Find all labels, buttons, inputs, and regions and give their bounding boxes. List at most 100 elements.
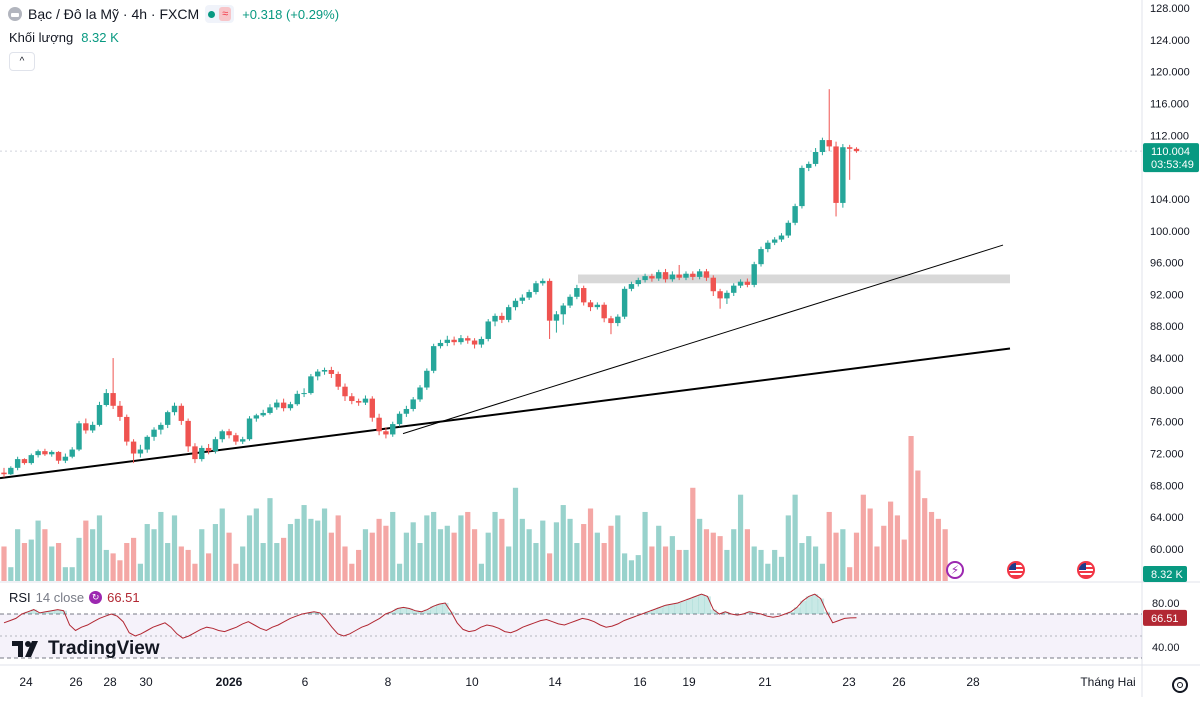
trendline-thin[interactable] (402, 244, 1004, 435)
candle-body (410, 399, 416, 409)
volume-bar (144, 524, 150, 581)
volume-bar (396, 563, 403, 581)
candle-body (744, 281, 751, 285)
volume-badge-label: 8.32 K (1151, 569, 1183, 581)
refresh-icon[interactable]: ↻ (89, 591, 103, 604)
price-tick-label: 120.000 (1150, 67, 1190, 79)
collapse-legend-button[interactable]: ^ (9, 52, 35, 71)
time-tick-label: 21 (758, 675, 772, 689)
candle-body (171, 405, 178, 413)
candle-body (642, 276, 648, 281)
volume-bar (233, 563, 239, 581)
price-tick-label: 72.000 (1150, 449, 1184, 461)
rsi-legend[interactable]: RSI 14 close ↻ 66.51 (9, 590, 140, 605)
price-tick-label: 96.000 (1150, 258, 1184, 270)
volume-bar (424, 515, 430, 581)
tradingview-logo-icon (12, 641, 38, 657)
candle-body (696, 271, 703, 277)
volume-bar (383, 525, 389, 581)
candle-body (246, 418, 253, 440)
candle-body (587, 302, 594, 308)
volume-bar (178, 546, 184, 581)
volume-bar (226, 532, 232, 581)
countdown-label: 03:53:49 (1151, 159, 1194, 171)
volume-bar (124, 543, 130, 581)
price-tick-label: 92.000 (1150, 289, 1184, 301)
volume-bar (710, 532, 716, 581)
candle-body (765, 242, 771, 250)
rsi-overbought-fill (752, 612, 759, 614)
volume-bar (110, 553, 116, 581)
price-tick-label: 80.000 (1150, 385, 1184, 397)
time-tick-label: 23 (842, 675, 856, 689)
volume-bar (881, 525, 887, 581)
trendline-thick[interactable] (0, 347, 1011, 480)
volume-bar (819, 563, 825, 581)
volume-bar (622, 553, 628, 581)
settings-gear-icon[interactable] (1172, 677, 1188, 693)
volume-bar (321, 508, 328, 581)
volume-bar (315, 520, 321, 581)
volume-bar (8, 567, 14, 581)
market-status[interactable]: ≈ (205, 5, 235, 23)
lightning-event-icon[interactable]: ⚡ (946, 561, 964, 579)
tradingview-brand[interactable]: TradingView (12, 638, 160, 660)
candle-body (130, 441, 137, 454)
resistance-zone[interactable] (578, 274, 1010, 284)
volume-bar (301, 505, 307, 581)
volume-bar (608, 525, 614, 581)
volume-bar (451, 532, 457, 581)
price-tick-label: 68.000 (1150, 480, 1184, 492)
rsi-pane[interactable] (0, 593, 1142, 659)
candle-body (205, 447, 212, 452)
symbol-title[interactable]: Bạc / Đô la Mỹ · 4h · FXCM (28, 6, 200, 22)
candle-body (703, 271, 710, 278)
volume-bar (55, 543, 62, 581)
candle-body (164, 412, 171, 425)
candle-body (471, 340, 478, 345)
trendline-layer[interactable] (0, 244, 1011, 480)
price-tick-label: 76.000 (1150, 417, 1184, 429)
volume-series (1, 436, 948, 581)
volume-bar (478, 563, 484, 581)
price-tick-label: 100.000 (1150, 226, 1190, 238)
candle-body (89, 424, 96, 431)
volume-bar (731, 529, 737, 581)
volume-bar (772, 549, 778, 581)
price-tick-label: 104.000 (1150, 194, 1190, 206)
volume-bar (458, 515, 464, 581)
us-flag-event-icon[interactable] (1007, 561, 1025, 579)
volume-bar (615, 515, 621, 581)
candle-series (1, 89, 860, 478)
candle-body (274, 402, 280, 408)
last-price-badge[interactable] (1143, 143, 1199, 173)
rsi-overbought-fill (400, 607, 407, 614)
candle-body (717, 291, 723, 299)
volume-legend[interactable]: Khối lượng 8.32 K (9, 30, 119, 45)
candle-body (806, 163, 812, 168)
volume-badge (1143, 566, 1187, 582)
volume-bar (274, 543, 280, 581)
volume-bar (199, 529, 205, 581)
us-flag-event-icon[interactable] (1077, 561, 1095, 579)
time-tick-label: Tháng Hai (1080, 675, 1135, 689)
volume-bar (587, 508, 594, 581)
rsi-line[interactable] (3, 593, 857, 639)
candle-body (458, 338, 464, 343)
volume-bar (553, 522, 560, 581)
price-change: +0.318 (+0.29%) (242, 6, 340, 22)
volume-bar (431, 511, 437, 581)
resistance-zone-layer[interactable] (578, 274, 1010, 284)
candle-body (826, 140, 832, 147)
rsi-overbought-fill (793, 607, 801, 614)
volume-bar (581, 524, 587, 581)
candle-body (76, 423, 82, 450)
candle-body (546, 280, 553, 321)
rsi-overbought-fill (442, 603, 449, 614)
volume-bar (485, 532, 491, 581)
candle-body (853, 148, 860, 152)
volume-bar (662, 546, 669, 581)
volume-bar (676, 549, 682, 581)
